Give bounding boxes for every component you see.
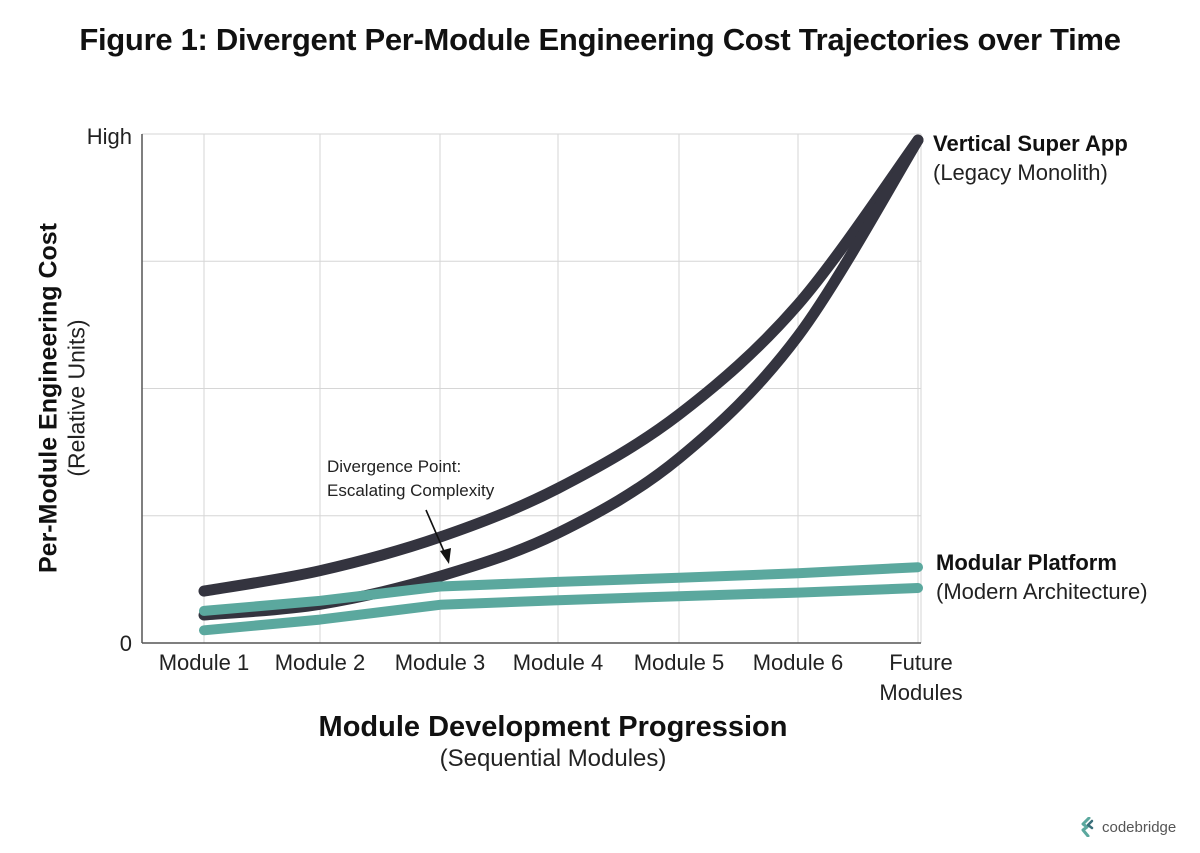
series-subtitle: (Legacy Monolith) xyxy=(933,159,1108,185)
y-tick-labels: 0 High xyxy=(87,124,132,656)
series-label-modular-platform: Modular Platform (Modern Architecture) xyxy=(936,549,1148,606)
x-tick-label: Future xyxy=(889,650,953,675)
y-tick-label: High xyxy=(87,124,132,149)
series-label-vertical-super-app: Vertical Super App (Legacy Monolith) xyxy=(933,130,1128,187)
series-name: Modular Platform xyxy=(936,550,1117,575)
codebridge-logo: codebridge xyxy=(1080,817,1176,837)
x-tick-label: Module 5 xyxy=(634,650,725,675)
divergence-annotation: Divergence Point: Escalating Complexity xyxy=(327,455,494,503)
x-tick-label: Modules xyxy=(879,680,962,705)
series-line-modular-platform-lower xyxy=(199,583,923,636)
x-tick-label: Module 3 xyxy=(395,650,486,675)
annotation-arrow xyxy=(425,509,451,564)
axes xyxy=(141,134,921,644)
x-tick-label: Module 1 xyxy=(159,650,250,675)
x-axis-label: Module Development Progression (Sequenti… xyxy=(319,710,788,774)
x-tick-label: Module 6 xyxy=(753,650,844,675)
y-axis-subtitle: (Relative Units) xyxy=(63,319,90,477)
x-tick-labels: Module 1 Module 2 Module 3 Module 4 Module 5… xyxy=(159,650,963,705)
chart-title: Figure 1: Divergent Per-Module Engineeri… xyxy=(79,22,1121,57)
x-axis-title: Module Development Progression xyxy=(318,711,788,743)
x-tick-label: Module 2 xyxy=(275,650,366,675)
y-tick-label: 0 xyxy=(120,631,132,656)
logo-text: codebridge xyxy=(1102,818,1177,836)
series-name: Vertical Super App xyxy=(933,131,1128,156)
series-line-vertical-super-app-lower xyxy=(198,134,924,621)
series-line-modular-platform-upper xyxy=(199,562,923,616)
annotation-arrow-head xyxy=(440,548,451,564)
series-lines xyxy=(198,134,924,636)
series-subtitle: (Modern Architecture) xyxy=(936,578,1148,604)
annotation-line-1: Divergence Point: xyxy=(327,457,462,476)
annotation-line-2: Escalating Complexity xyxy=(327,480,495,500)
x-tick-label: Module 4 xyxy=(513,650,604,675)
series-line-vertical-super-app-upper xyxy=(198,134,924,597)
codebridge-logo-icon xyxy=(1081,817,1094,837)
x-axis-subtitle: (Sequential Modules) xyxy=(439,744,667,772)
y-axis-title: Per-Module Engineering Cost xyxy=(34,222,63,574)
annotation-arrow-line xyxy=(425,509,447,557)
grid-lines xyxy=(142,133,922,643)
